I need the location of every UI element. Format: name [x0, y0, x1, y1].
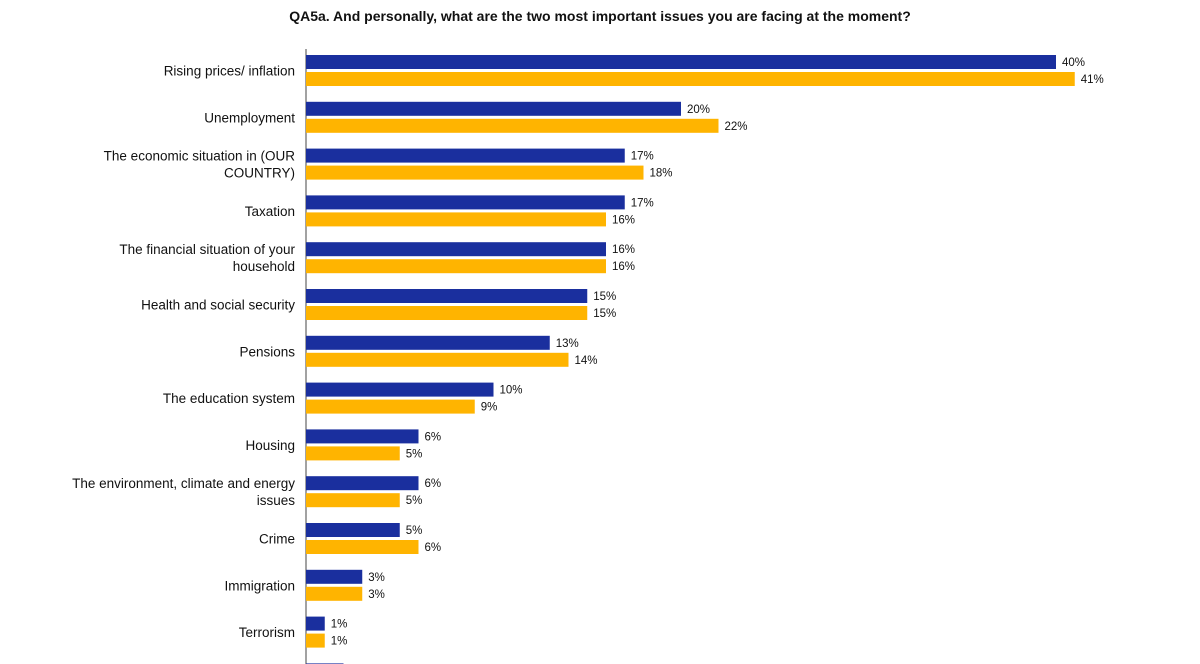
- bar-series-2: [306, 446, 400, 461]
- data-label: 3%: [368, 572, 385, 584]
- bar-series-1: [306, 148, 625, 163]
- data-label: 14%: [575, 355, 598, 367]
- bar-series-1: [306, 616, 325, 631]
- category-label: Rising prices/ inflation: [164, 64, 295, 79]
- data-label: 17%: [631, 197, 654, 209]
- data-label: 1%: [331, 619, 348, 631]
- data-label: 1%: [331, 636, 348, 648]
- category-label: Housing: [245, 438, 295, 453]
- bar-series-1: [306, 55, 1056, 69]
- bar-series-1: [306, 476, 419, 491]
- bar-series-1: [306, 195, 625, 210]
- category-label: Taxation: [245, 204, 295, 219]
- data-label: 18%: [650, 168, 673, 180]
- data-label: 9%: [481, 402, 498, 414]
- bar-series-1: [306, 335, 550, 350]
- bar-series-2: [306, 540, 419, 554]
- category-label: Unemployment: [204, 110, 295, 125]
- data-label: 5%: [406, 525, 423, 537]
- bar-series-2: [306, 633, 325, 648]
- category-label: Crime: [259, 532, 295, 547]
- data-label: 22%: [725, 121, 748, 133]
- bar-series-2: [306, 352, 569, 367]
- bar-series-1: [306, 242, 606, 257]
- data-label: 5%: [406, 448, 423, 460]
- data-label: 16%: [612, 261, 635, 273]
- data-label: 15%: [593, 291, 616, 303]
- data-label: 6%: [425, 478, 442, 490]
- bar-series-2: [306, 306, 588, 320]
- data-label: 6%: [425, 431, 442, 443]
- category-label: Pensions: [239, 344, 295, 359]
- data-label: 20%: [687, 104, 710, 116]
- bar-series-2: [306, 118, 719, 133]
- bar-series-1: [306, 523, 400, 537]
- bar-series-1: [306, 429, 419, 444]
- category-label: Terrorism: [239, 625, 295, 640]
- data-label: 41%: [1081, 74, 1104, 86]
- data-label: 16%: [612, 244, 635, 256]
- data-label: 40%: [1062, 57, 1085, 69]
- bar-series-1: [306, 289, 588, 303]
- data-label: 5%: [406, 495, 423, 507]
- bar-series-2: [306, 72, 1075, 86]
- bar-series-2: [306, 212, 606, 227]
- data-label: 3%: [368, 589, 385, 601]
- data-label: 16%: [612, 214, 635, 226]
- category-label: The financial situation of your household: [119, 242, 295, 274]
- bar-series-1: [306, 101, 681, 116]
- category-label: Immigration: [224, 578, 295, 593]
- bar-series-1: [306, 382, 494, 397]
- category-label: Health and social security: [141, 298, 295, 313]
- bar-series-2: [306, 586, 363, 601]
- bar-series-2: [306, 399, 475, 414]
- category-label: The environment, climate and energy issue…: [72, 476, 295, 508]
- chart-title: QA5a. And personally, what are the two m…: [289, 8, 911, 24]
- data-label: 10%: [500, 385, 523, 397]
- category-label: The economic situation in (OUR COUNTRY): [104, 149, 296, 181]
- bar-series-2: [306, 259, 606, 274]
- data-label: 13%: [556, 338, 579, 350]
- bar-series-2: [306, 493, 400, 508]
- data-label: 17%: [631, 151, 654, 163]
- bar-series-2: [306, 165, 644, 180]
- category-label: The education system: [163, 391, 295, 406]
- bar-series-1: [306, 569, 363, 584]
- bars-layer: [306, 55, 1075, 664]
- data-label: 6%: [425, 542, 442, 554]
- labels-layer: Rising prices/ inflation 40% 41% Unemployme…: [72, 57, 1104, 648]
- data-label: 15%: [593, 308, 616, 320]
